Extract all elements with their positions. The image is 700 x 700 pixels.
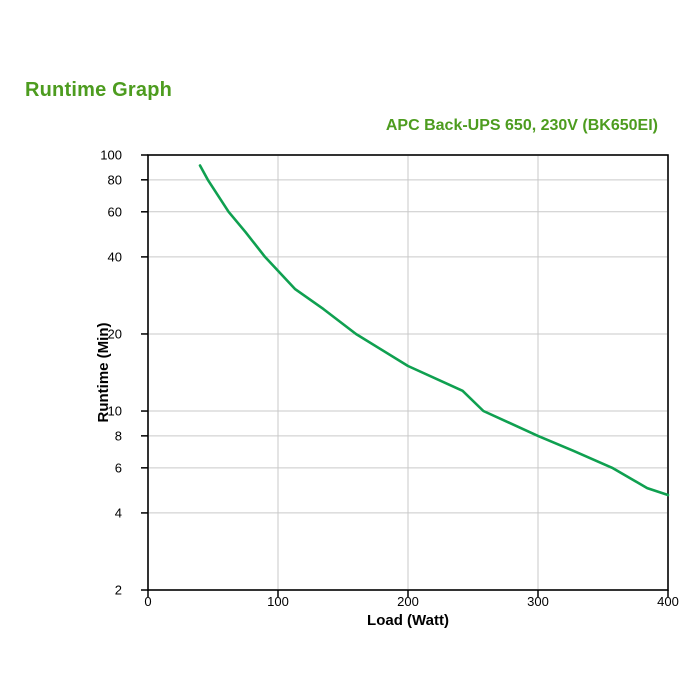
- y-axis-label: Runtime (Min): [95, 323, 112, 423]
- x-tick-label: 300: [527, 594, 549, 609]
- y-tick-label: 60: [108, 204, 122, 219]
- runtime-curve: [198, 164, 670, 497]
- chart-subtitle: APC Back-UPS 650, 230V (BK650EI): [385, 117, 658, 134]
- page-title: Runtime Graph: [25, 79, 173, 101]
- x-tick-label: 400: [657, 594, 679, 609]
- x-tick-label: 100: [267, 594, 289, 609]
- y-tick-label: 40: [108, 249, 122, 264]
- y-tick-label: 20: [108, 326, 122, 341]
- y-tick-label: 10: [108, 404, 122, 419]
- x-tick-label: 0: [144, 594, 151, 609]
- y-tick-label: 8: [115, 428, 122, 443]
- y-tick-label: 6: [115, 460, 122, 475]
- x-tick-label: 200: [397, 594, 419, 609]
- y-tick-label: 4: [115, 505, 122, 520]
- x-axis-label: Load (Watt): [367, 612, 449, 629]
- y-tick-label: 2: [115, 583, 122, 598]
- y-tick-label: 100: [100, 148, 122, 163]
- y-tick-label: 80: [108, 172, 122, 187]
